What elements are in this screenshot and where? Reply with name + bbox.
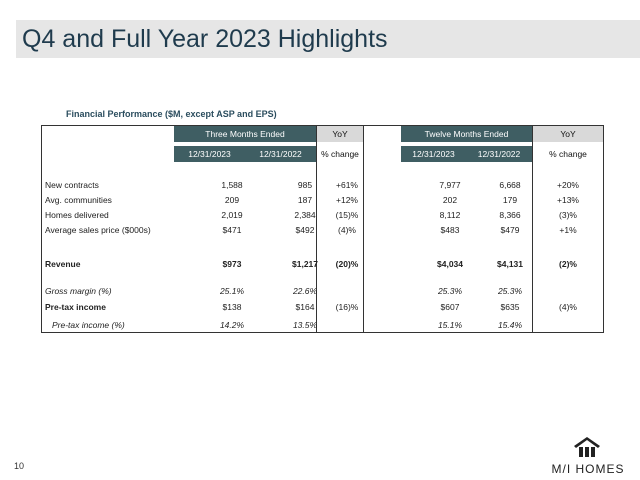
cell-y-yoy: (2)% xyxy=(559,259,577,269)
cell-y-2022: $4,131 xyxy=(497,259,523,269)
header-y-2022: 12/31/2022 xyxy=(466,146,532,162)
cell-q-2023: 25.1% xyxy=(219,286,245,296)
header-twelve-months: Twelve Months Ended xyxy=(401,126,532,142)
column-divider xyxy=(532,126,533,332)
cell-y-2023: $483 xyxy=(440,225,460,235)
slide-title: Q4 and Full Year 2023 Highlights xyxy=(22,25,388,53)
cell-y-2023: 202 xyxy=(442,195,458,205)
cell-y-2023: $4,034 xyxy=(437,259,463,269)
cell-y-yoy: (3)% xyxy=(559,210,577,220)
cell-y-2022: 25.3% xyxy=(497,286,523,296)
column-divider xyxy=(363,126,364,332)
page-number: 10 xyxy=(14,461,25,471)
cell-y-yoy: +20% xyxy=(557,180,579,190)
cell-y-2023: 8,112 xyxy=(439,210,461,220)
title-bar: Q4 and Full Year 2023 Highlights xyxy=(16,20,640,58)
row-label: Revenue xyxy=(45,259,81,269)
cell-y-2023: 7,977 xyxy=(439,180,461,190)
row-label: Gross margin (%) xyxy=(45,286,112,296)
table-row: Avg. communities 209 187 +12% 202 179 +1… xyxy=(42,193,603,207)
cell-y-2022: $635 xyxy=(500,302,520,312)
cell-q-2022: 187 xyxy=(297,195,313,205)
cell-q-2023: 14.2% xyxy=(219,320,245,330)
cell-q-2023: 1,588 xyxy=(221,180,243,190)
cell-q-2023: 2,019 xyxy=(221,210,243,220)
company-logo: M/I HOMES xyxy=(543,436,633,476)
cell-y-2022: 8,366 xyxy=(499,210,521,220)
cell-y-2022: 179 xyxy=(502,195,518,205)
table-row: Pre-tax income $138 $164 (16)% $607 $635… xyxy=(42,300,603,314)
cell-q-2022: 22.6% xyxy=(292,286,318,296)
cell-q-2022: 2,384 xyxy=(294,210,316,220)
cell-y-2023: 15.1% xyxy=(437,320,463,330)
cell-y-2022: $479 xyxy=(500,225,520,235)
cell-q-yoy: (20)% xyxy=(335,259,359,269)
header-three-months: Three Months Ended xyxy=(174,126,316,142)
cell-q-2023: $973 xyxy=(222,259,242,269)
cell-q-2022: $1,217 xyxy=(292,259,318,269)
table-row: Revenue $973 $1,217 (20)% $4,034 $4,131 … xyxy=(42,257,603,271)
table-row: New contracts 1,588 985 +61% 7,977 6,668… xyxy=(42,178,603,192)
cell-q-2022: $164 xyxy=(295,302,315,312)
row-label: Avg. communities xyxy=(45,195,112,205)
cell-q-yoy: +12% xyxy=(336,195,358,205)
cell-y-2022: 6,668 xyxy=(499,180,521,190)
row-label: New contracts xyxy=(45,180,99,190)
cell-q-yoy: (15)% xyxy=(335,210,359,220)
header-y-pct-change: % change xyxy=(549,149,587,159)
cell-q-2023: $138 xyxy=(222,302,242,312)
cell-q-2022: 985 xyxy=(297,180,313,190)
cell-y-2023: 25.3% xyxy=(437,286,463,296)
cell-q-2022: 13.5% xyxy=(292,320,318,330)
house-icon xyxy=(573,436,601,463)
header-q-2023: 12/31/2023 xyxy=(174,146,245,162)
header-q-2022: 12/31/2022 xyxy=(245,146,316,162)
cell-q-yoy: (4)% xyxy=(338,225,356,235)
row-label: Average sales price ($000s) xyxy=(45,225,151,235)
cell-y-2023: $607 xyxy=(440,302,460,312)
cell-y-yoy: +13% xyxy=(557,195,579,205)
cell-q-2023: 209 xyxy=(224,195,240,205)
row-label: Homes delivered xyxy=(45,210,109,220)
table-caption: Financial Performance ($M, except ASP an… xyxy=(66,109,277,119)
header-yoy-quarter: YoY xyxy=(317,126,363,142)
cell-y-yoy: (4)% xyxy=(559,302,577,312)
header-yoy-year: YoY xyxy=(533,126,603,142)
table-row: Average sales price ($000s) $471 $492 (4… xyxy=(42,223,603,237)
cell-q-yoy: (16)% xyxy=(335,302,359,312)
cell-q-2022: $492 xyxy=(295,225,315,235)
header-y-2023: 12/31/2023 xyxy=(401,146,466,162)
row-label: Pre-tax income (%) xyxy=(52,320,125,330)
cell-q-2023: $471 xyxy=(222,225,242,235)
cell-q-yoy: +61% xyxy=(336,180,358,190)
logo-text: M/I HOMES xyxy=(551,462,625,476)
column-divider xyxy=(316,126,317,332)
cell-y-2022: 15.4% xyxy=(497,320,523,330)
financial-table: Three Months Ended YoY Twelve Months End… xyxy=(41,125,604,333)
cell-y-yoy: +1% xyxy=(559,225,577,235)
header-q-pct-change: % change xyxy=(321,149,359,159)
table-row: Homes delivered 2,019 2,384 (15)% 8,112 … xyxy=(42,208,603,222)
row-label: Pre-tax income xyxy=(45,302,106,312)
table-row: Gross margin (%) 25.1% 22.6% 25.3% 25.3% xyxy=(42,284,603,298)
table-row: Pre-tax income (%) 14.2% 13.5% 15.1% 15.… xyxy=(42,318,603,332)
